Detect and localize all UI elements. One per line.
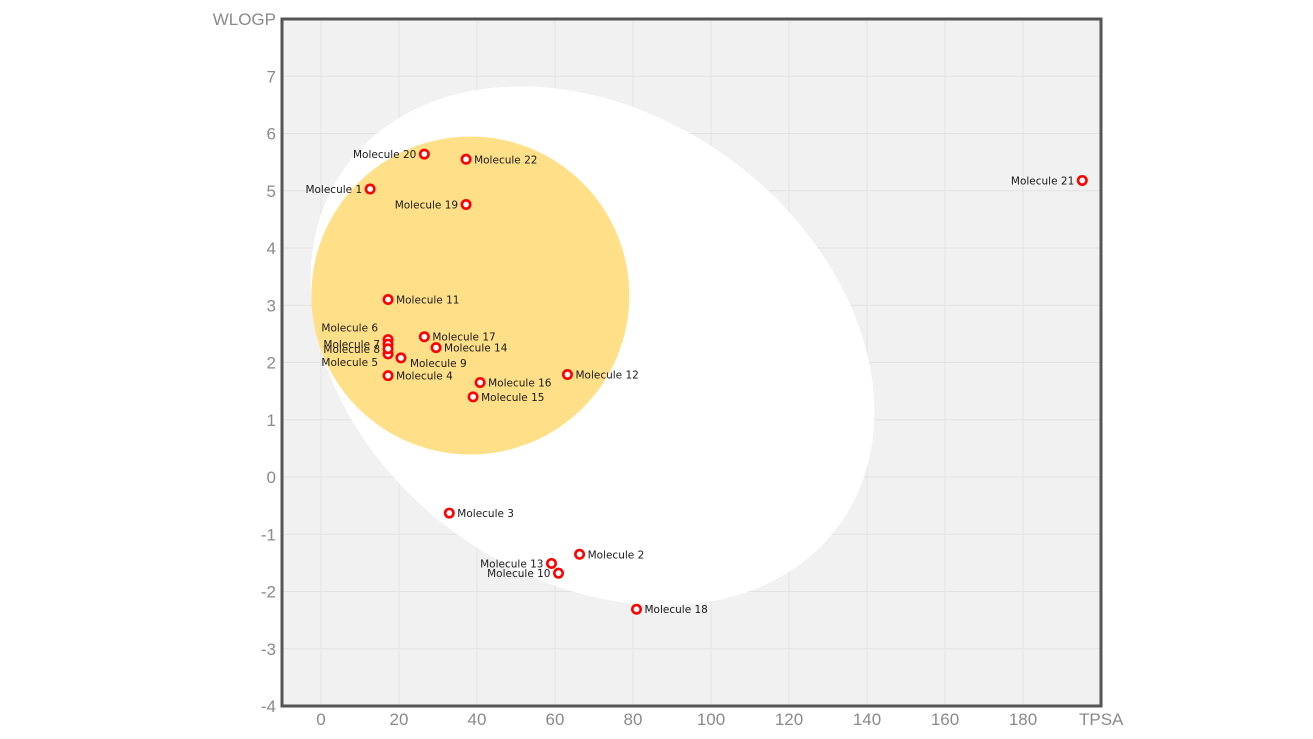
points: Molecule 1 Molecule 2 Molecule 3 Molecule 4…	[305, 148, 1088, 616]
y-tick-label: 3	[267, 296, 276, 315]
point-label: Molecule 14	[444, 343, 508, 355]
data-point[interactable]: Molecule 9	[395, 352, 467, 370]
x-tick-label: 0	[316, 710, 325, 729]
x-tick-label: 80	[624, 710, 643, 729]
point-label: Molecule 3	[457, 508, 514, 520]
point-label: Molecule 13	[480, 558, 543, 570]
point-marker[interactable]	[631, 603, 643, 615]
x-tick-label: 40	[468, 710, 487, 729]
point-label: Molecule 22	[474, 154, 537, 166]
data-point[interactable]: Molecule 17	[418, 331, 496, 344]
point-label: Molecule 8	[323, 344, 380, 356]
plot-frame	[280, 17, 1103, 708]
data-point[interactable]: Molecule 16	[474, 377, 552, 390]
point-label: Molecule 6	[321, 323, 378, 335]
data-point[interactable]: Molecule 18	[631, 603, 708, 616]
y-tick-label: -4	[261, 697, 276, 716]
data-point[interactable]: Molecule 13	[480, 557, 557, 570]
x-tick-label: 20	[390, 710, 409, 729]
y-axis-title: WLOGP	[213, 10, 276, 29]
data-point[interactable]: Molecule 22	[460, 153, 538, 166]
y-tick-label: 7	[267, 67, 276, 86]
point-label: Molecule 11	[396, 295, 459, 307]
data-point[interactable]: Molecule 6	[321, 323, 394, 346]
data-point[interactable]: Molecule 12	[561, 369, 639, 382]
data-point[interactable]: Molecule 4	[382, 370, 453, 383]
point-marker[interactable]	[382, 370, 394, 382]
point-label: Molecule 17	[432, 332, 495, 344]
regions	[310, 86, 875, 606]
y-tick-label: 4	[267, 239, 276, 258]
x-axis-title: TPSA	[1079, 710, 1124, 729]
point-marker[interactable]	[467, 391, 479, 403]
point-label: Molecule 20	[353, 149, 416, 161]
y-tick-labels: -4 -3 -2 -1 0 1 2 3 4 5 6 7	[261, 67, 276, 716]
data-point[interactable]: Molecule 15	[467, 391, 545, 404]
data-point[interactable]: Molecule 21	[1011, 174, 1088, 187]
data-point[interactable]: Molecule 8	[323, 343, 394, 356]
point-marker[interactable]	[574, 548, 586, 560]
y-tick-label: 6	[267, 125, 276, 144]
point-marker[interactable]	[364, 183, 376, 195]
x-tick-label: 100	[697, 710, 725, 729]
y-tick-label: -2	[261, 583, 276, 602]
point-label: Molecule 21	[1011, 175, 1074, 187]
point-marker[interactable]	[395, 352, 407, 364]
point-marker[interactable]	[545, 557, 557, 569]
y-tick-label: 0	[267, 468, 276, 487]
point-marker[interactable]	[418, 148, 430, 160]
data-point[interactable]: Molecule 10	[487, 567, 565, 580]
point-marker[interactable]	[1076, 174, 1088, 186]
point-label: Molecule 18	[645, 604, 708, 616]
data-point[interactable]: Molecule 14	[430, 342, 508, 355]
point-marker[interactable]	[474, 377, 486, 389]
y-tick-label: -3	[261, 640, 276, 659]
point-label: Molecule 5	[321, 357, 378, 369]
point-label: Molecule 19	[395, 199, 458, 211]
point-label: Molecule 16	[488, 378, 552, 390]
point-marker[interactable]	[561, 369, 573, 381]
point-label: Molecule 2	[588, 549, 645, 561]
x-tick-label: 120	[775, 710, 803, 729]
point-marker[interactable]	[382, 343, 394, 355]
point-label: Molecule 12	[575, 370, 638, 382]
x-tick-label: 160	[931, 710, 959, 729]
point-marker[interactable]	[430, 342, 442, 354]
data-point[interactable]: Molecule 11	[382, 294, 460, 307]
point-marker[interactable]	[382, 294, 394, 306]
x-tick-label: 140	[853, 710, 881, 729]
point-label: Molecule 9	[410, 358, 467, 370]
point-marker[interactable]	[443, 507, 455, 519]
y-tick-label: 1	[267, 411, 276, 430]
data-point[interactable]: Molecule 2	[574, 548, 645, 561]
point-label: Molecule 15	[481, 392, 544, 404]
x-tick-labels: 0 20 40 60 80 100 120 140 160 180	[316, 710, 1037, 729]
point-label: Molecule 1	[305, 184, 362, 196]
point-label: Molecule 7	[323, 339, 380, 351]
point-marker[interactable]	[460, 198, 472, 210]
x-tick-label: 60	[546, 710, 565, 729]
point-marker[interactable]	[418, 331, 430, 343]
y-tick-label: 5	[267, 182, 276, 201]
point-marker[interactable]	[553, 567, 565, 579]
x-tick-label: 180	[1009, 710, 1037, 729]
data-point[interactable]: Molecule 3	[443, 507, 514, 520]
y-tick-label: 2	[267, 354, 276, 373]
data-point[interactable]: Molecule 19	[395, 198, 472, 211]
data-point[interactable]: Molecule 20	[353, 148, 430, 161]
point-marker[interactable]	[460, 153, 472, 165]
data-point[interactable]: Molecule 1	[305, 183, 376, 196]
y-tick-label: -1	[261, 525, 276, 544]
point-label: Molecule 4	[396, 371, 453, 383]
point-label: Molecule 10	[487, 568, 550, 580]
